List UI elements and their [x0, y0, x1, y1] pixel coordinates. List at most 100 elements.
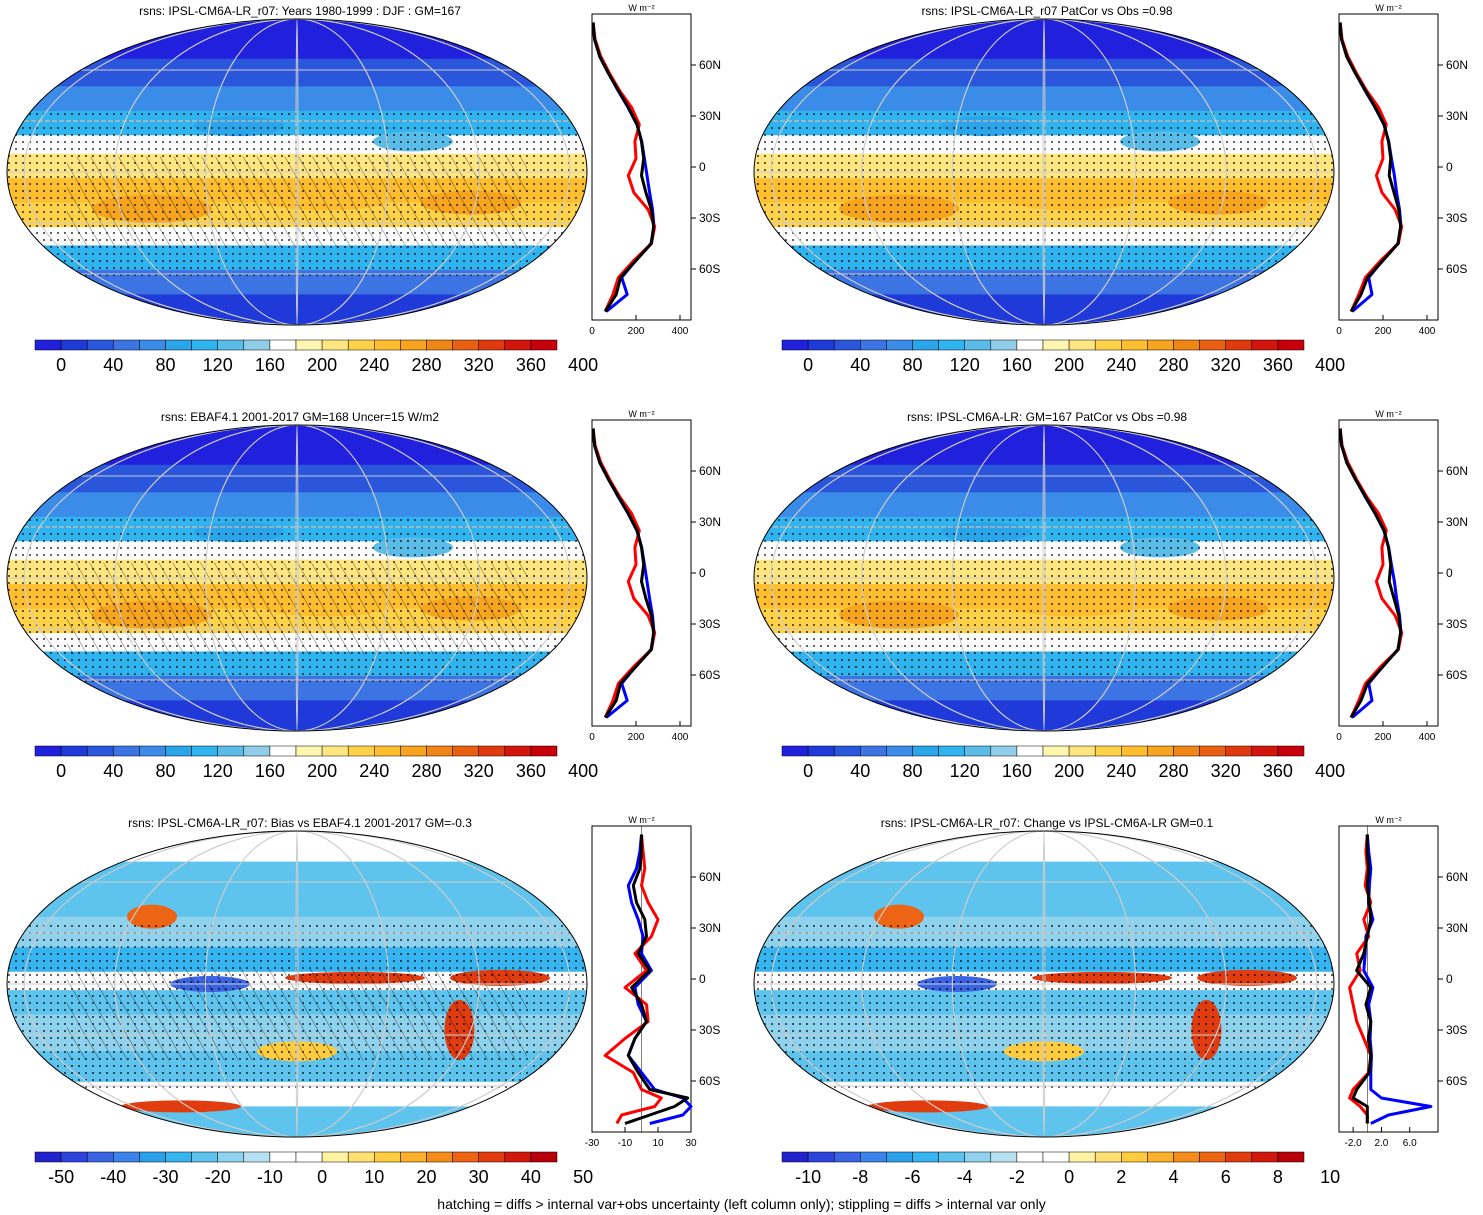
colorbar-swatch [165, 745, 192, 757]
colorbar-label: 400 [1315, 355, 1345, 375]
colorbar-swatch [990, 745, 1018, 757]
colorbar-label: 280 [411, 761, 441, 781]
profile-ytick-label: 30N [1446, 109, 1468, 123]
profile-ytick-label: 60N [699, 870, 721, 884]
map-band [754, 425, 1334, 466]
panel-title: rsns: IPSL-CM6A-LR_r07: Years 1980-1999 … [139, 4, 461, 18]
panel-1: rsns: IPSL-CM6A-LR_r07: Years 1980-1999 … [6, 3, 721, 375]
profile-mean-line [1338, 22, 1403, 313]
colorbar-swatch [530, 1151, 558, 1163]
colorbar-label: -10 [257, 1167, 283, 1187]
colorbar-swatch [295, 745, 323, 757]
map-field [7, 19, 587, 325]
graticule-lon [770, 831, 1318, 1137]
profile-ytick-label: 30S [1446, 617, 1467, 631]
profile-obs-line [1338, 22, 1403, 313]
colorbar-swatch [1225, 1151, 1253, 1163]
profile-ytick-label: 60S [1446, 1074, 1467, 1088]
profile-ytick-label: 60S [699, 1074, 720, 1088]
colorbar-swatch [1251, 339, 1279, 351]
colorbar-label: 0 [1064, 1167, 1074, 1187]
colorbar-swatch [321, 339, 349, 351]
profile-ytick-label: 30N [699, 515, 721, 529]
colorbar-label: 2 [1116, 1167, 1126, 1187]
colorbar-label: 40 [103, 761, 123, 781]
map-feature [868, 1100, 988, 1113]
profile-xtick-label: 6.0 [1403, 1138, 1417, 1149]
colorbar-label: 280 [411, 355, 441, 375]
colorbar-swatch [990, 339, 1018, 351]
colorbar-swatch [60, 745, 88, 757]
map-band [754, 1106, 1334, 1137]
colorbar-label: 320 [464, 355, 494, 375]
profile-xtick-label: 200 [1375, 326, 1392, 337]
colorbar-label: 280 [1158, 761, 1188, 781]
profile-xtick-label: 0 [589, 326, 595, 337]
colorbar-swatch [1147, 1151, 1174, 1163]
profile-xtick-label: 200 [628, 732, 645, 743]
colorbar-swatch [1277, 745, 1305, 757]
graticule-lon [951, 19, 1137, 325]
stippling [754, 922, 1334, 1092]
colorbar-swatch [347, 339, 375, 351]
colorbar-swatch [217, 745, 245, 757]
colorbar-label: 30 [469, 1167, 489, 1187]
colorbar-swatch [807, 1151, 835, 1163]
map-outline [6, 18, 588, 326]
colorbar-swatch [1277, 1151, 1305, 1163]
colorbar-swatch [1068, 745, 1096, 757]
colorbar-swatch [139, 1151, 166, 1163]
colorbar-swatch [990, 1151, 1018, 1163]
colorbar-label: 80 [155, 355, 175, 375]
colorbar-swatch [295, 339, 323, 351]
colorbar-label: 40 [850, 355, 870, 375]
colorbar-swatch [1225, 745, 1253, 757]
colorbar-label: 0 [56, 355, 66, 375]
colorbar-label: 40 [850, 761, 870, 781]
profile-mean-line [591, 22, 656, 313]
colorbar-swatch [1173, 745, 1200, 757]
graticule-lon [114, 831, 480, 1137]
profile-mean-line [624, 834, 690, 1125]
colorbar-swatch [217, 1151, 245, 1163]
profile-units: W m⁻² [628, 409, 654, 419]
profile-ytick-label: 60S [699, 262, 720, 276]
profile-obs-line [591, 428, 656, 719]
colorbar-swatch [374, 1151, 401, 1163]
map-band [754, 86, 1334, 112]
map-feature [874, 904, 924, 929]
profile-ytick-label: 60N [699, 464, 721, 478]
colorbar-label: 120 [950, 355, 980, 375]
stippling [754, 110, 1334, 280]
colorbar-label: 240 [1106, 355, 1136, 375]
colorbar-label: 200 [307, 355, 337, 375]
colorbar-label: 320 [1211, 355, 1241, 375]
colorbar-swatch [165, 1151, 192, 1163]
panel-title: rsns: IPSL-CM6A-LR_r07 PatCor vs Obs =0.… [921, 4, 1172, 18]
colorbar-label: 360 [516, 761, 546, 781]
profile-model-line [1348, 834, 1373, 1124]
colorbar-label: 0 [56, 761, 66, 781]
profile-xtick-label: 400 [672, 732, 689, 743]
colorbar-swatch [60, 1151, 88, 1163]
colorbar-swatch [530, 745, 558, 757]
colorbar-swatch [1121, 745, 1148, 757]
colorbar-swatch [886, 745, 913, 757]
colorbar-label: 200 [1054, 355, 1084, 375]
colorbar-label: 200 [307, 761, 337, 781]
colorbar-label: -10 [795, 1167, 821, 1187]
colorbar-label: 120 [950, 761, 980, 781]
colorbar-swatch [191, 1151, 218, 1163]
panel-2: rsns: IPSL-CM6A-LR_r07 PatCor vs Obs =0.… [753, 3, 1468, 375]
profile-ytick-label: 30N [699, 921, 721, 935]
colorbar-label: 120 [203, 761, 233, 781]
colorbar-swatch [1121, 1151, 1148, 1163]
colorbar-swatch [1199, 339, 1226, 351]
colorbar-label: 40 [521, 1167, 541, 1187]
colorbar-label: -4 [957, 1167, 973, 1187]
map-feature [127, 904, 177, 929]
colorbar-label: -30 [152, 1167, 178, 1187]
colorbar-swatch [964, 1151, 992, 1163]
colorbar-swatch [860, 339, 887, 351]
colorbar-swatch [426, 1151, 453, 1163]
